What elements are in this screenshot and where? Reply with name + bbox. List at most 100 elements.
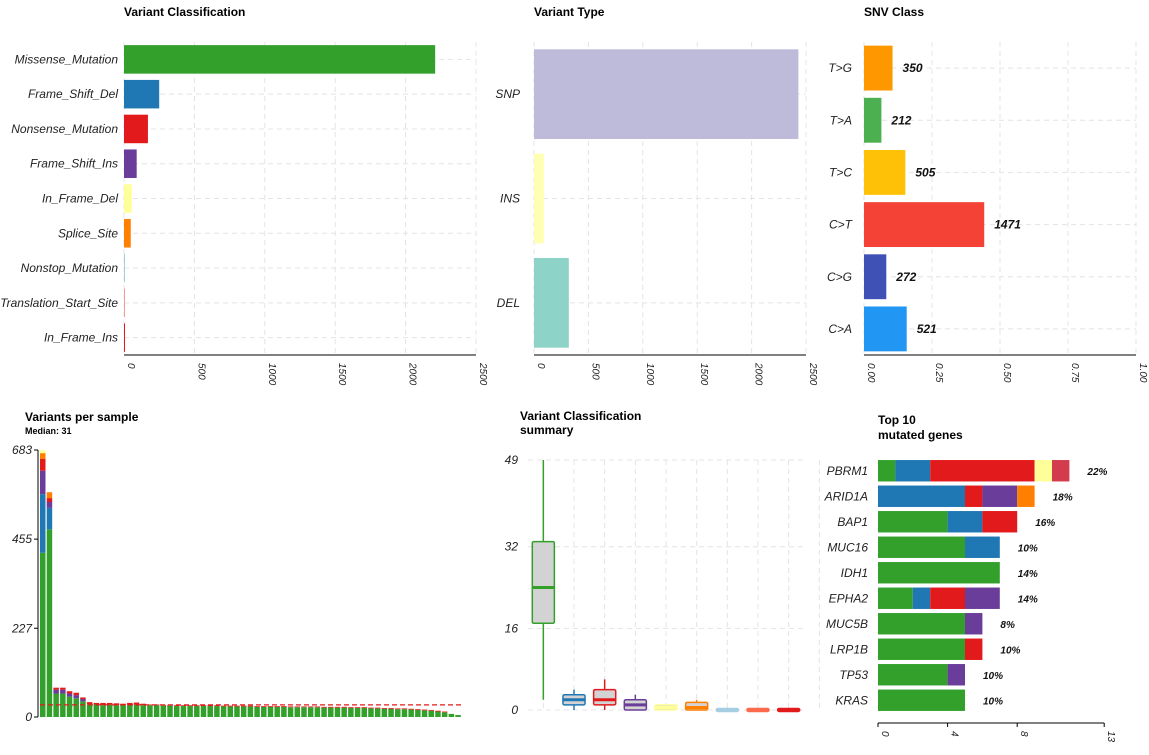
sample-bar-segment	[234, 706, 240, 717]
bar-t-g	[864, 45, 893, 91]
data-label: 505	[915, 165, 935, 179]
bar-missense-mutation	[124, 45, 436, 74]
sample-bar-segment	[381, 708, 388, 717]
gene-bar-segment	[1052, 460, 1070, 482]
x-tick-label: 500	[589, 363, 600, 380]
sample-bar-segment	[435, 710, 441, 712]
sample-bar-segment	[354, 707, 361, 709]
sample-bar-segment	[80, 701, 86, 717]
gene-bar-segment	[878, 562, 1000, 584]
snv-class-chart: 0.00 0.25 0.50 0.75 1.00 T>G 350 T>A 212 T>C 505 C>…	[827, 42, 1148, 383]
sample-bar-segment	[267, 706, 274, 707]
sample-bar-segment	[254, 706, 260, 717]
y-tick-label: 0	[25, 710, 32, 724]
category-label: C>T	[829, 218, 854, 232]
sample-bar-segment	[127, 705, 133, 717]
box-body	[592, 688, 617, 706]
sample-bar-segment	[53, 689, 59, 694]
sample-bar-segment	[53, 687, 59, 690]
sample-bar-segment	[207, 705, 213, 707]
category-label: T>C	[829, 165, 852, 179]
bar-snp	[534, 49, 799, 140]
sample-bar-segment	[46, 529, 53, 717]
sample-bar-segment	[200, 705, 207, 707]
sample-bar-segment	[341, 707, 347, 717]
percent-label: 14%	[1018, 569, 1038, 580]
gene-bar-segment	[1034, 460, 1052, 482]
gene-bar-segment	[878, 485, 965, 507]
category-label: Nonstop_Mutation	[21, 261, 119, 275]
chart-title-line: summary	[520, 423, 574, 437]
sample-bar-segment	[93, 704, 100, 717]
y-tick-label: 49	[505, 453, 519, 467]
bar-t-c	[864, 149, 906, 195]
gene-bar-segment	[982, 511, 1018, 533]
percent-label: 16%	[1035, 518, 1055, 529]
y-tick-label: 227	[11, 621, 33, 635]
sample-bar-segment	[261, 706, 267, 717]
sample-bar-segment	[86, 702, 93, 705]
variant-type-chart: 0 500 1000 1500 2000 2500 SNP INS DEL	[495, 42, 818, 386]
category-label: T>A	[830, 113, 852, 127]
sample-bar-segment	[46, 501, 53, 508]
sample-bar-segment	[113, 705, 120, 717]
sample-bar-segment	[227, 706, 234, 717]
x-tick-label: 13	[1105, 731, 1116, 743]
sample-bar-segment	[60, 687, 66, 690]
sample-bar-segment	[281, 706, 287, 707]
gene-label: MUC16	[827, 540, 868, 554]
gene-label: ARID1A	[824, 489, 868, 503]
category-label: INS	[500, 192, 520, 206]
bar-in-frame-ins	[124, 323, 125, 352]
y-tick-label: 16	[505, 621, 519, 635]
sample-bar-segment	[214, 705, 220, 707]
category-label: Nonsense_Mutation	[11, 122, 118, 136]
sample-bar-segment	[301, 706, 307, 708]
gene-bar-segment	[878, 613, 965, 635]
sample-bar-segment	[281, 706, 287, 717]
bar-del	[534, 257, 569, 348]
sample-bar-segment	[388, 708, 394, 709]
sample-bar-segment	[167, 705, 173, 717]
variants-per-sample-chart: 0 227 455 683	[11, 443, 462, 724]
sample-bar-segment	[40, 552, 46, 717]
x-tick-label: 2000	[407, 362, 418, 386]
sample-bar-segment	[66, 693, 73, 697]
bar-nonstop-mutation	[124, 253, 125, 283]
category-label: In_Frame_Ins	[44, 331, 118, 345]
sample-bar-segment	[147, 705, 153, 717]
sample-bar-segment	[374, 707, 381, 709]
category-label: C>A	[828, 322, 852, 336]
category-label: Missense_Mutation	[15, 52, 119, 66]
sample-bar-segment	[428, 709, 435, 711]
bar-ins	[534, 153, 544, 244]
sample-bar-segment	[348, 708, 354, 717]
sample-bar-segment	[46, 492, 53, 499]
chart-title-variant-classification: Variant Classification	[124, 5, 245, 19]
sample-bar-segment	[341, 706, 347, 708]
sample-bar-segment	[106, 702, 113, 705]
sample-bar-segment	[120, 705, 126, 717]
sample-bar-segment	[408, 708, 414, 710]
sample-bar-segment	[173, 706, 180, 717]
sample-bar-segment	[274, 706, 280, 717]
sample-bar-segment	[180, 706, 187, 717]
gene-bar-segment	[912, 587, 931, 609]
sample-bar-segment	[200, 706, 207, 717]
sample-bar-segment	[60, 693, 66, 717]
sample-bar-segment	[180, 705, 187, 707]
variant-classification-chart: 0 500 1000 1500 2000 2500 Missense_Mutation Fra…	[0, 42, 488, 386]
sample-bar-segment	[307, 707, 314, 717]
chart-title-line: Variant Classification	[520, 409, 641, 423]
sample-bar-segment	[395, 709, 401, 717]
sample-bar-segment	[86, 704, 93, 717]
sample-bar-segment	[133, 704, 140, 717]
category-label: C>G	[827, 270, 852, 284]
category-label: Translation_Start_Site	[0, 296, 118, 310]
sample-bar-segment	[240, 706, 247, 717]
category-label: T>G	[828, 61, 852, 75]
sample-bar-segment	[80, 699, 86, 702]
sample-bar-segment	[247, 705, 254, 707]
sample-bar-segment	[307, 706, 314, 708]
